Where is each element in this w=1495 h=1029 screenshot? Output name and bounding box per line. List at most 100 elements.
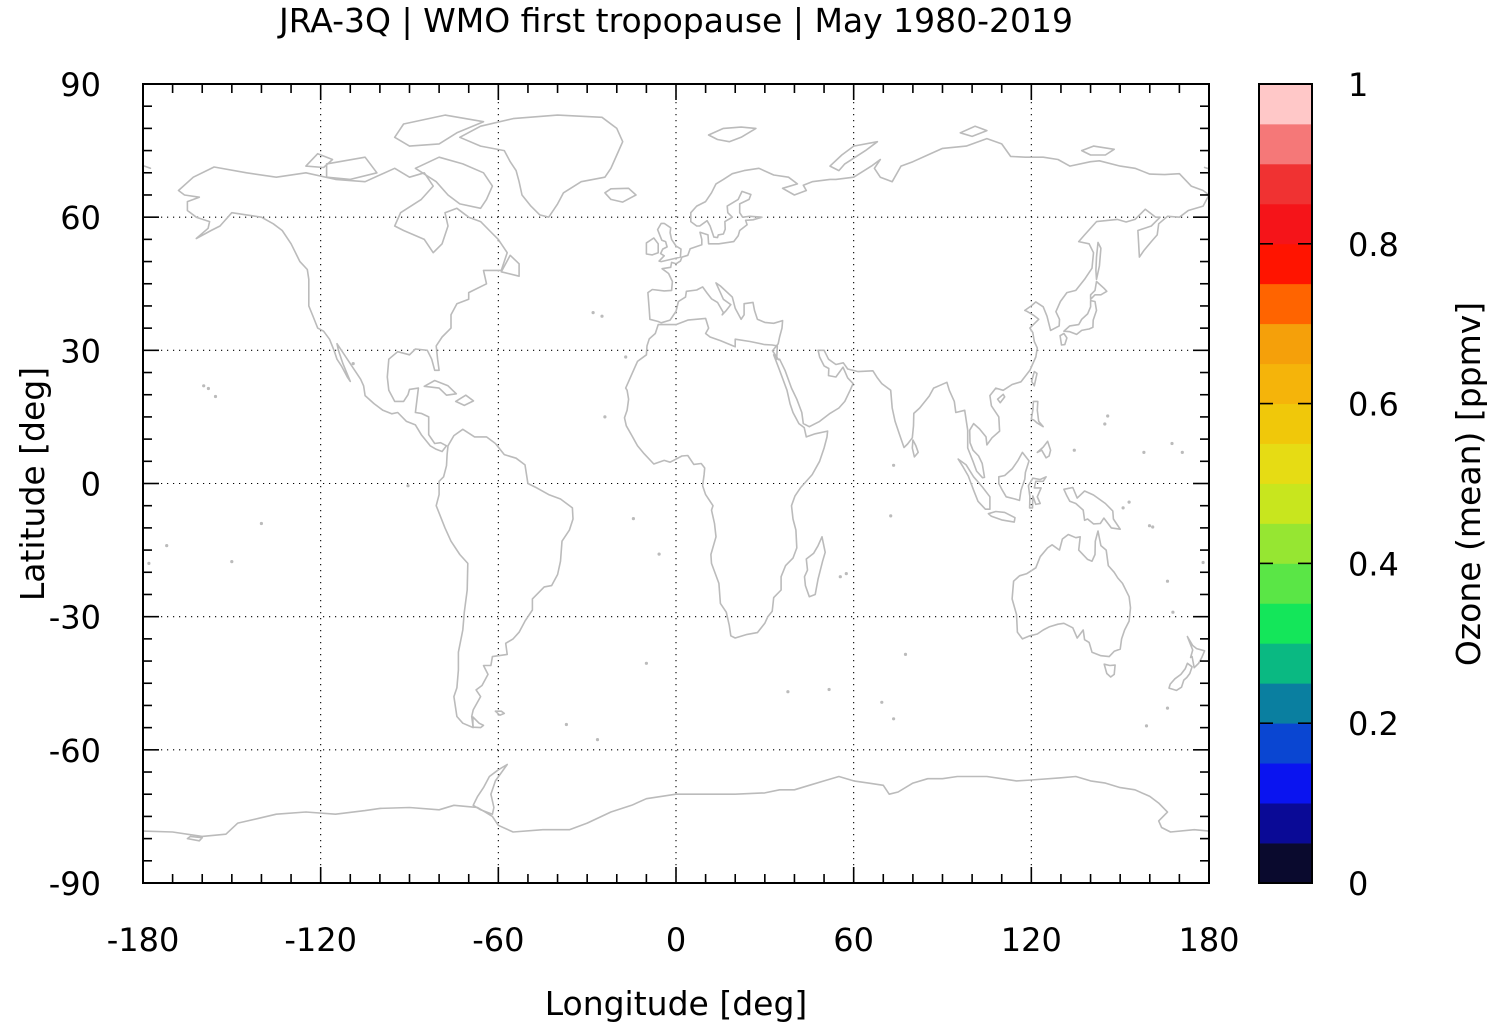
island-dot — [838, 575, 842, 579]
island-dot — [206, 386, 210, 391]
coastline-path — [1063, 486, 1121, 530]
coastline-path — [1103, 663, 1116, 678]
island-dot — [603, 415, 607, 419]
colorbar-tick-label: 0.2 — [1348, 705, 1399, 743]
colorbar-segment — [1259, 363, 1312, 404]
colorbar-segment — [1259, 643, 1312, 684]
x-tick-label: 0 — [666, 921, 686, 959]
coastline-path — [998, 451, 1030, 502]
coastline-path — [803, 536, 826, 598]
island-dot — [591, 311, 595, 315]
x-tick-label: 60 — [833, 921, 874, 959]
island-dot — [1180, 450, 1184, 454]
x-tick-label: -120 — [284, 921, 357, 959]
island-dot — [880, 700, 884, 704]
island-dot — [1201, 560, 1205, 565]
islands — [147, 311, 1205, 742]
coastline-path — [1036, 440, 1052, 459]
colorbar-tick-label: 0.6 — [1348, 386, 1399, 424]
coastline-path — [1030, 400, 1044, 428]
island-dot — [1165, 706, 1170, 710]
island-dot — [147, 561, 151, 566]
island-dot — [624, 355, 628, 359]
island-dot — [1151, 525, 1155, 529]
coastline-path — [1030, 370, 1038, 387]
island-dot — [1144, 724, 1149, 728]
coastline-path — [177, 166, 508, 453]
colorbar-segment — [1259, 843, 1312, 884]
coastline-path — [1011, 530, 1132, 658]
coastline-path — [1168, 662, 1193, 692]
colorbar-segment — [1259, 84, 1312, 125]
island-dot — [213, 394, 218, 399]
colorbar-segment — [1259, 403, 1312, 444]
coastline-path — [472, 716, 485, 729]
island-dot — [202, 384, 206, 388]
island-dot — [165, 544, 169, 548]
y-tick-label: 90 — [60, 66, 101, 104]
coastline-path — [494, 710, 506, 716]
grid-lines — [143, 84, 1209, 883]
island-dot — [631, 517, 636, 521]
coastline-path — [325, 156, 378, 181]
island-dot — [657, 552, 661, 556]
colorbar-segment — [1259, 203, 1312, 245]
colorbar-segment — [1259, 723, 1312, 764]
island-dot — [595, 738, 600, 742]
coastline-path — [987, 510, 1016, 523]
colorbar-tick-label: 0.4 — [1348, 545, 1399, 583]
island-dot — [892, 717, 896, 721]
island-dot — [827, 687, 831, 692]
island-dot — [889, 514, 893, 518]
colorbar-segment — [1259, 283, 1312, 325]
island-dot — [1072, 448, 1076, 452]
colorbar-tick-label: 1 — [1348, 66, 1368, 104]
y-tick-label: 0 — [81, 466, 101, 504]
coastline-path — [305, 152, 334, 169]
island-dot — [1106, 414, 1110, 418]
coastline-path — [656, 222, 682, 263]
colorbar-segment — [1259, 603, 1312, 644]
x-tick-label: -60 — [472, 921, 524, 959]
island-dot — [406, 484, 410, 488]
coastline-path — [829, 140, 879, 172]
colorbar-segment — [1259, 163, 1312, 205]
island-dot — [844, 572, 848, 576]
colorbar-segment — [1259, 483, 1312, 524]
colorbar-segment — [1259, 803, 1312, 844]
coastline-path — [959, 125, 988, 138]
colorbar-label: Ozone (mean) [ppmv] — [1449, 302, 1488, 666]
x-tick-label: -180 — [107, 921, 180, 959]
y-tick-label: -60 — [49, 732, 101, 770]
coastline-path — [423, 379, 458, 396]
coastline-path — [1095, 241, 1102, 281]
x-axis-label: Longitude [deg] — [545, 984, 808, 1023]
island-dot — [786, 690, 790, 694]
coastline-path — [454, 394, 475, 407]
axis-ticks — [142, 83, 1210, 884]
island-dot — [1121, 506, 1125, 510]
colorbar-frame — [1258, 83, 1313, 884]
island-dot — [1142, 450, 1146, 454]
coastline-path — [393, 114, 485, 147]
chart-title: JRA-3Q | WMO first tropopause | May 1980… — [277, 1, 1073, 40]
coastlines — [142, 114, 1210, 842]
island-dot — [564, 722, 569, 727]
coastline-path — [645, 237, 659, 256]
island-dot — [1171, 610, 1175, 614]
island-dot — [230, 560, 234, 564]
coastline-path — [500, 254, 520, 277]
y-tick-label: 30 — [60, 332, 101, 370]
coastline-path — [142, 775, 1210, 838]
coastline-path — [911, 439, 919, 458]
y-tick-label: -30 — [49, 599, 101, 637]
colorbar-segment — [1259, 123, 1312, 165]
colorbar-segment — [1259, 683, 1312, 724]
coastline-path — [186, 835, 203, 842]
x-tick-label: 120 — [1001, 921, 1062, 959]
island-dot — [259, 521, 263, 526]
island-dot — [1127, 500, 1131, 504]
coastline-path — [1080, 145, 1115, 156]
x-tick-label: 180 — [1178, 921, 1239, 959]
